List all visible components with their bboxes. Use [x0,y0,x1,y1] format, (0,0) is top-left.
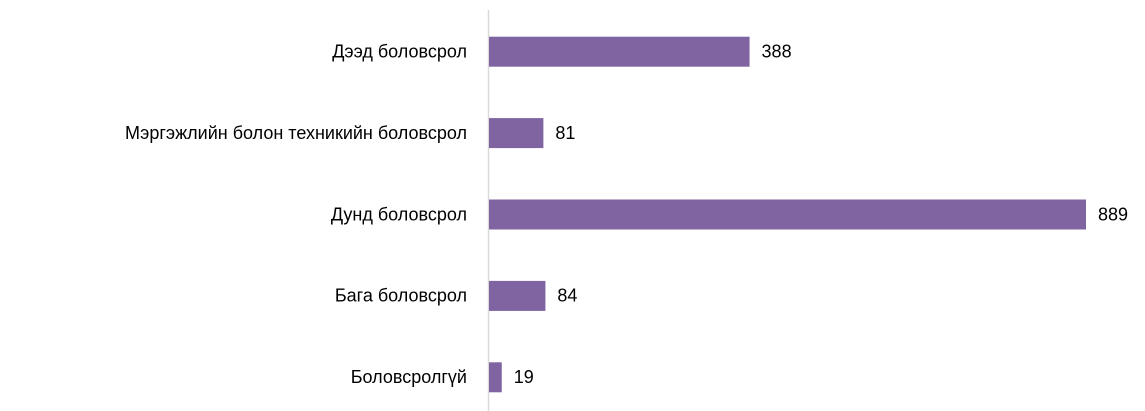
y-tick-label: Дээд боловсрол [332,41,467,61]
bar [489,118,544,149]
data-label: 19 [514,367,534,387]
data-label: 889 [1098,204,1128,224]
bar [489,199,1086,230]
y-tick-label: Мэргэжлийн болон техникийн боловсрол [125,123,467,143]
data-label: 388 [762,41,792,61]
data-label: 81 [555,123,575,143]
y-tick-label: Бага боловсрол [335,286,467,306]
bar [489,280,546,311]
bar [489,362,502,393]
bar [489,36,750,67]
y-tick-label: Боловсролгүй [351,367,467,387]
data-label: 84 [557,286,577,306]
y-tick-label: Дунд боловсрол [331,204,467,224]
